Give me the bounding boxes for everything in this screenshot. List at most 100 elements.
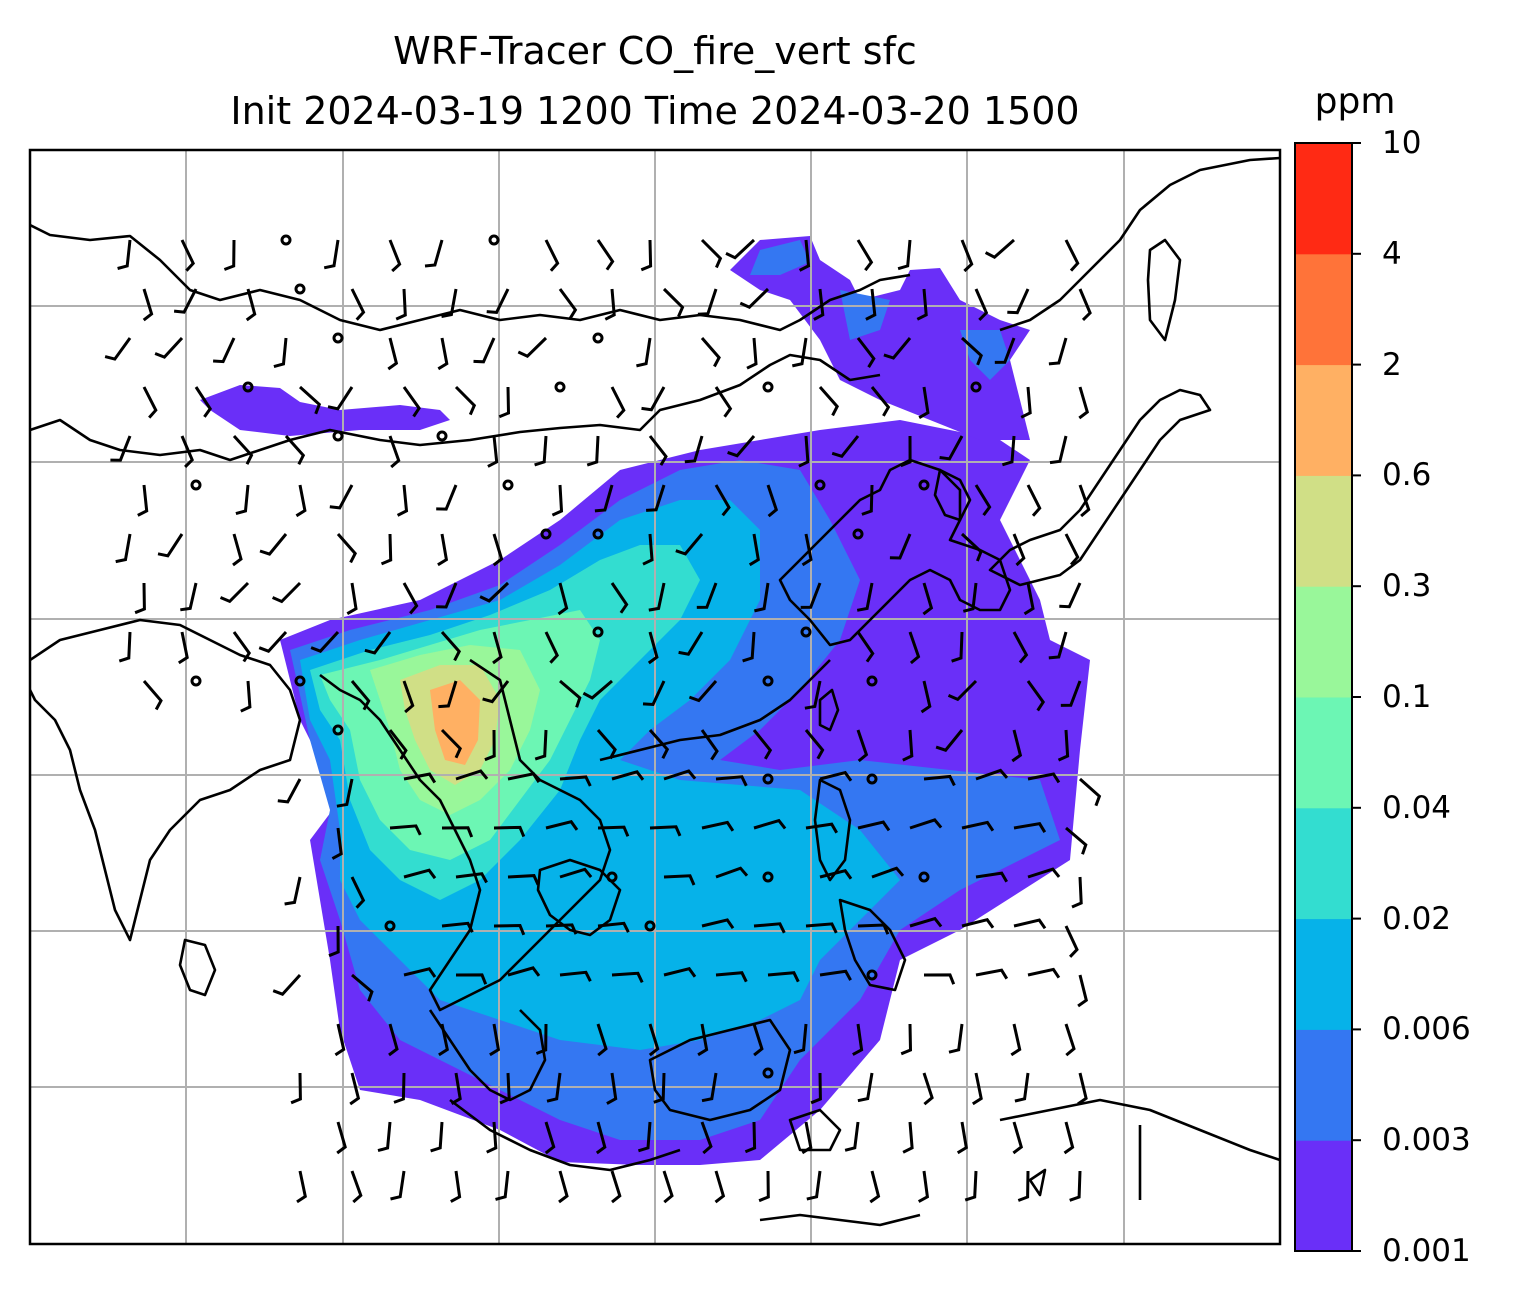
wind-barb bbox=[857, 923, 890, 935]
wind-barb bbox=[610, 582, 629, 614]
sakhalin bbox=[1146, 238, 1182, 342]
calm-wind-marker bbox=[332, 724, 344, 736]
wind-barb bbox=[380, 533, 393, 566]
wind-barb bbox=[684, 435, 704, 464]
wind-barb bbox=[546, 1072, 562, 1103]
wind-barb bbox=[844, 1121, 860, 1152]
coastlines bbox=[30, 156, 1280, 1227]
wind-barb bbox=[831, 435, 860, 459]
wind-barb bbox=[402, 680, 415, 714]
wind-barb bbox=[753, 922, 786, 934]
wind-barb bbox=[180, 239, 195, 272]
wind-barb bbox=[662, 287, 685, 318]
wind-barb bbox=[819, 969, 852, 981]
wind-barb bbox=[1078, 288, 1092, 321]
wind-barb bbox=[805, 922, 838, 934]
wind-barb bbox=[180, 435, 194, 468]
wind-barb bbox=[852, 1023, 864, 1056]
wind-barb bbox=[856, 582, 874, 612]
calm-wind-marker bbox=[800, 626, 812, 638]
wind-barb bbox=[1063, 1121, 1075, 1155]
wind-barb bbox=[696, 582, 718, 609]
wind-barb bbox=[754, 582, 770, 613]
wind-barb bbox=[596, 239, 615, 271]
wind-barb bbox=[559, 775, 592, 787]
java bbox=[759, 1213, 921, 1227]
wind-barb bbox=[804, 680, 822, 710]
wind-barb bbox=[455, 872, 488, 884]
wind-barb bbox=[984, 238, 1015, 260]
wind-barb bbox=[388, 1023, 399, 1057]
wind-barb bbox=[232, 631, 252, 663]
colorbar-tick-label: 4 bbox=[1382, 235, 1402, 272]
wind-barb bbox=[245, 288, 257, 322]
wind-barb bbox=[697, 288, 718, 316]
wind-barb bbox=[273, 337, 288, 369]
wind-barb bbox=[964, 1170, 978, 1202]
taiwan bbox=[818, 688, 840, 732]
wind-barb bbox=[559, 970, 592, 982]
wind-barb bbox=[558, 288, 578, 320]
wind-barb bbox=[498, 386, 511, 419]
wind-barb bbox=[819, 868, 853, 880]
wind-barb bbox=[437, 533, 449, 567]
calm-wind-markers bbox=[190, 234, 982, 1079]
wind-barb bbox=[240, 680, 252, 713]
colorbar-segment bbox=[1295, 475, 1352, 587]
wind-barb bbox=[923, 774, 956, 787]
wind-barb bbox=[883, 337, 912, 360]
wind-barb bbox=[328, 925, 340, 958]
wind-barb bbox=[350, 680, 371, 711]
wind-barb bbox=[1026, 680, 1046, 712]
wind-barb bbox=[450, 1170, 462, 1203]
wind-barb bbox=[402, 582, 419, 615]
wind-barb bbox=[349, 1072, 361, 1106]
calm-wind-marker bbox=[762, 871, 774, 883]
wind-barb bbox=[752, 1023, 764, 1057]
wind-barb bbox=[935, 729, 964, 752]
wind-barb bbox=[479, 581, 510, 603]
wind-barb bbox=[897, 239, 912, 271]
wind-barb bbox=[544, 239, 560, 272]
wind-barb bbox=[586, 435, 600, 467]
wind-barb bbox=[499, 1072, 511, 1105]
wind-barb bbox=[742, 631, 756, 663]
wind-barb bbox=[636, 337, 652, 368]
wind-barb bbox=[663, 966, 697, 978]
colorbar-tick-label: 0.003 bbox=[1382, 1122, 1471, 1159]
wind-barb bbox=[752, 729, 773, 760]
wind-barb bbox=[437, 337, 449, 371]
field-level-0001-tibet bbox=[200, 385, 450, 436]
calm-wind-marker bbox=[852, 528, 864, 540]
wind-barb bbox=[436, 582, 458, 609]
wind-barb bbox=[482, 680, 510, 704]
wind-barb bbox=[961, 820, 995, 832]
wind-barb bbox=[951, 631, 964, 663]
wind-barb bbox=[856, 337, 876, 368]
wind-barb bbox=[856, 729, 869, 763]
wind-barb bbox=[975, 968, 1009, 980]
wind-barb bbox=[597, 921, 630, 933]
field-level-0003-north bbox=[750, 240, 1010, 380]
wind-barb bbox=[137, 484, 149, 517]
wind-barb bbox=[334, 1023, 346, 1057]
calm-wind-marker bbox=[592, 332, 604, 344]
wind-barb bbox=[441, 921, 474, 933]
sumatra bbox=[449, 1098, 681, 1172]
wind-barb bbox=[971, 1072, 983, 1106]
wind-barb bbox=[1078, 484, 1091, 518]
calm-wind-marker bbox=[488, 234, 500, 246]
wind-barb bbox=[396, 484, 409, 517]
colorbar-segment bbox=[1295, 697, 1352, 809]
wind-barb bbox=[1013, 918, 1047, 930]
wind-barb bbox=[865, 288, 877, 321]
wind-barb bbox=[118, 631, 132, 663]
wind-barb bbox=[154, 336, 184, 359]
wind-barb bbox=[545, 819, 579, 831]
wind-barb bbox=[557, 582, 569, 616]
wind-barb bbox=[1069, 1170, 1082, 1202]
wind-barb bbox=[110, 435, 132, 462]
wind-barb bbox=[177, 631, 189, 665]
wind-barb bbox=[663, 874, 696, 886]
wind-barb bbox=[1064, 533, 1080, 566]
